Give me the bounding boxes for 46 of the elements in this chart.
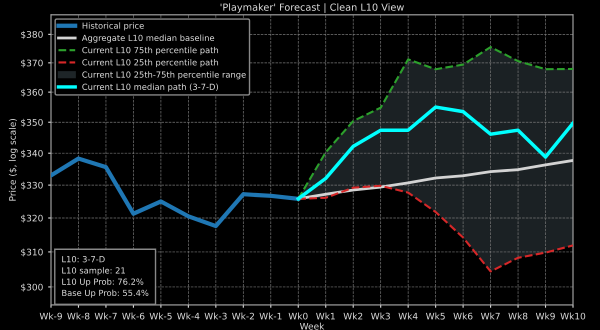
x-tick-label: Wk-9 xyxy=(40,312,62,320)
annotation: Base Up Prob: 55.4% xyxy=(62,290,148,298)
x-tick-label: Wk-4 xyxy=(177,312,200,320)
line-series xyxy=(51,156,300,228)
line-series xyxy=(297,184,573,272)
x-tick-label: Wk-6 xyxy=(122,312,144,320)
x-tick-label: Wk-1 xyxy=(260,312,282,320)
legend-label: Current L10 25th percentile path xyxy=(82,59,218,68)
line-series xyxy=(296,105,573,201)
line-series xyxy=(296,159,573,200)
y-tick-label: $350 xyxy=(21,118,43,127)
x-tick-label: Wk3 xyxy=(371,312,390,320)
x-tick-label: Wk10 xyxy=(560,312,586,320)
y-tick-label: $340 xyxy=(21,150,43,158)
chart-title: 'Playmaker' Forecast | Clean L10 View xyxy=(220,3,404,13)
legend-label: Current L10 median path (3-7-D) xyxy=(82,84,218,92)
y-axis-title: Price ($, log scale) xyxy=(8,119,18,201)
x-axis-title: Week xyxy=(300,322,324,330)
x-tick-label: Wk7 xyxy=(480,312,500,320)
legend-label: Historical price xyxy=(82,22,144,30)
x-tick-label: Wk8 xyxy=(508,312,528,320)
y-tick-label: $310 xyxy=(21,248,43,257)
annotation: L10: 3-7-D xyxy=(62,256,105,262)
x-tick-label: Wk-8 xyxy=(67,312,90,320)
legend-label: Current L10 75th percentile path xyxy=(82,46,218,55)
legend-label: Current L10 25th-75th percentile range xyxy=(82,71,246,80)
legend-label: Aggregate L10 median baseline xyxy=(82,34,214,43)
y-tick-label: $300 xyxy=(21,284,43,292)
x-tick-label: Wk9 xyxy=(536,312,555,320)
x-tick-label: Wk4 xyxy=(398,312,418,320)
x-tick-label: Wk-5 xyxy=(150,312,172,320)
x-tick-label: Wk6 xyxy=(453,312,472,320)
x-tick-label: Wk-7 xyxy=(94,312,117,320)
y-tick-label: $320 xyxy=(21,214,43,223)
annotation: L10 Up Prob: 76.2% xyxy=(62,278,144,286)
y-tick-label: $380 xyxy=(21,30,43,40)
y-tick-label: $330 xyxy=(21,182,43,190)
x-tick-label: Wk2 xyxy=(344,312,362,320)
x-tick-label: Wk-3 xyxy=(204,312,227,320)
y-tick-label: $370 xyxy=(21,59,43,68)
x-tick-label: Wk5 xyxy=(426,312,445,320)
x-tick-label: Wk-2 xyxy=(232,312,254,320)
y-tick-label: $360 xyxy=(21,88,43,97)
x-tick-label: Wk1 xyxy=(316,312,335,320)
x-tick-label: Wk0 xyxy=(288,312,308,320)
annotation: L10 sample: 21 xyxy=(62,267,125,276)
